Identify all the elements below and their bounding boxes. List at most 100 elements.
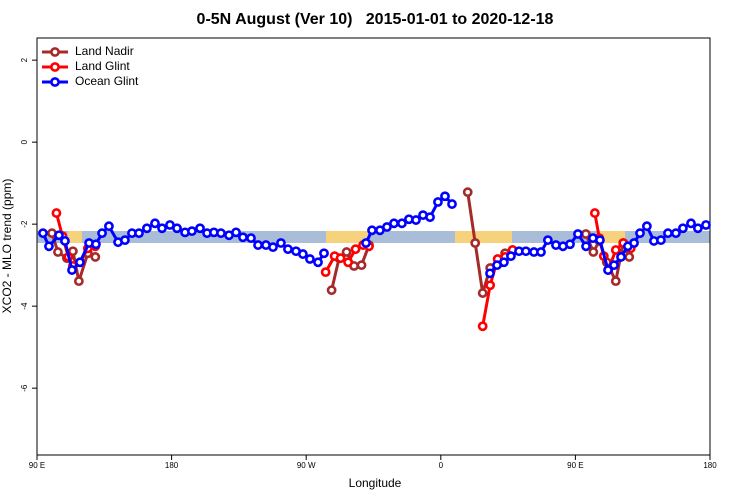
data-point — [433, 197, 443, 207]
data-point — [616, 252, 626, 262]
data-point — [276, 238, 286, 248]
data-point — [216, 228, 226, 239]
data-point — [462, 187, 473, 198]
data-point — [268, 242, 278, 253]
data-point — [67, 265, 77, 275]
data-point — [506, 251, 516, 262]
x-tick-label: 90 E — [29, 461, 45, 470]
data-point — [320, 267, 331, 278]
legend-label: Ocean Glint — [75, 74, 139, 88]
data-point — [53, 247, 63, 257]
data-point — [589, 208, 600, 218]
plot-frame — [36, 37, 711, 456]
data-point — [319, 248, 329, 259]
data-point — [520, 246, 531, 257]
data-point — [425, 212, 435, 223]
data-point — [350, 244, 361, 255]
data-point — [91, 239, 101, 250]
land-band — [455, 231, 512, 243]
data-point — [629, 238, 639, 248]
y-tick-label: -4 — [20, 302, 29, 310]
data-point — [581, 241, 591, 252]
x-tick-label: 0 — [439, 461, 444, 470]
data-point — [305, 254, 315, 264]
data-point — [38, 228, 48, 239]
data-point — [565, 239, 575, 250]
data-point — [44, 241, 54, 252]
legend-label: Land Glint — [75, 59, 130, 73]
data-point — [641, 221, 652, 232]
data-point — [382, 222, 392, 232]
data-point — [595, 235, 605, 246]
data-point — [624, 252, 635, 262]
data-point — [150, 218, 160, 229]
data-point — [238, 232, 248, 243]
legend-swatch-point — [50, 77, 60, 87]
data-point — [692, 223, 703, 234]
data-point — [499, 257, 509, 268]
data-point — [485, 268, 495, 279]
legend-swatch-point — [50, 62, 60, 72]
data-point — [157, 223, 167, 234]
data-point — [341, 247, 352, 257]
data-point — [356, 260, 367, 271]
data-point — [440, 191, 450, 202]
data-point — [97, 228, 107, 239]
data-point — [686, 218, 696, 229]
data-point — [90, 252, 101, 262]
data-point — [172, 223, 182, 234]
y-tick-label: 0 — [20, 139, 29, 144]
data-point — [246, 233, 256, 243]
data-point — [335, 253, 346, 264]
data-point — [447, 199, 457, 209]
data-point — [411, 215, 421, 225]
data-point — [60, 236, 70, 246]
data-point — [367, 225, 377, 236]
data-point — [477, 288, 488, 298]
data-point — [573, 229, 583, 239]
chart-title: 0-5N August (Ver 10) 2015-01-01 to 2020-… — [197, 11, 554, 28]
land-band — [326, 231, 368, 243]
x-tick-label: 90 E — [567, 461, 583, 470]
data-point — [701, 220, 711, 230]
data-point — [470, 238, 481, 248]
data-point — [609, 260, 619, 271]
data-point — [663, 228, 673, 239]
data-point — [477, 321, 488, 332]
data-point — [51, 208, 62, 218]
data-point — [485, 280, 496, 291]
data-point — [671, 228, 681, 239]
data-point — [678, 223, 688, 234]
data-point — [542, 235, 553, 246]
data-point — [195, 223, 205, 234]
x-tick-label: 180 — [703, 461, 717, 470]
data-point — [187, 226, 197, 237]
data-point — [54, 230, 64, 241]
data-point — [610, 245, 621, 255]
data-point — [283, 244, 293, 255]
data-point — [73, 276, 84, 287]
y-tick-label: -2 — [20, 220, 29, 228]
data-point — [253, 240, 263, 250]
legend-label: Land Nadir — [75, 44, 134, 58]
legend-swatch-point — [50, 47, 60, 57]
x-tick-label: 180 — [165, 461, 179, 470]
data-point — [313, 257, 323, 268]
data-point — [120, 235, 130, 246]
data-point — [397, 218, 407, 229]
data-point — [603, 265, 613, 275]
data-point — [142, 223, 152, 234]
x-axis-label: Longitude — [349, 476, 402, 490]
data-point — [610, 276, 621, 287]
data-point — [635, 228, 645, 239]
data-point — [343, 257, 353, 268]
y-axis-label: XCO2 - MLO trend (ppm) — [0, 179, 14, 314]
data-point — [231, 227, 241, 238]
data-point — [134, 228, 144, 239]
data-point — [298, 249, 308, 259]
data-point — [389, 218, 399, 229]
data-point — [536, 247, 546, 257]
data-point — [656, 235, 666, 246]
x-tick-label: 90 W — [297, 461, 316, 470]
